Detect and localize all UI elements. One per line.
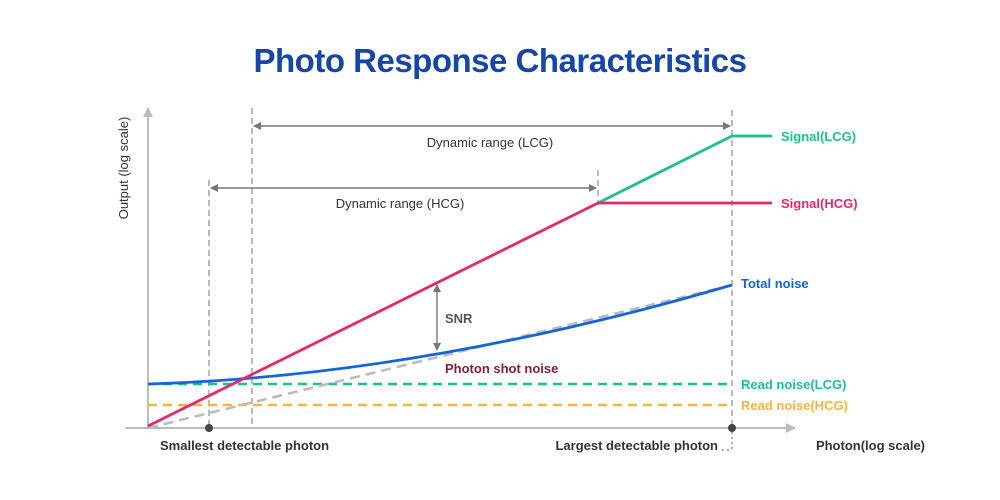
total-noise-label: Total noise	[741, 276, 809, 291]
page-title: Photo Response Characteristics	[254, 42, 747, 79]
smallest-photon-label: Smallest detectable photon	[160, 438, 329, 453]
signal-lcg-curve	[597, 134, 772, 205]
y-axis-label: Output (log scale)	[116, 117, 131, 220]
largest-photon-label: Largest detectable photon	[555, 438, 718, 453]
photon-shot-noise-label: Photon shot noise	[445, 361, 558, 376]
largest-photon-marker	[728, 424, 736, 432]
total-noise-curve	[147, 283, 733, 386]
smallest-photon-marker	[205, 424, 213, 432]
signal-lcg-label: Signal(LCG)	[781, 129, 856, 144]
snr-label: SNR	[445, 311, 473, 326]
read-noise-lcg-label: Read noise(LCG)	[741, 377, 846, 392]
signal-hcg-label: Signal(HCG)	[781, 196, 858, 211]
signal-hcg-curve	[147, 201, 772, 428]
dynamic-range-hcg-label: Dynamic range (HCG)	[336, 196, 465, 211]
photon-shot-noise-line	[147, 283, 733, 430]
x-axis-label: Photon(log scale)	[816, 438, 925, 453]
read-noise-hcg-label: Read noise(HCG)	[741, 398, 848, 413]
dynamic-range-lcg-label: Dynamic range (LCG)	[427, 135, 553, 150]
